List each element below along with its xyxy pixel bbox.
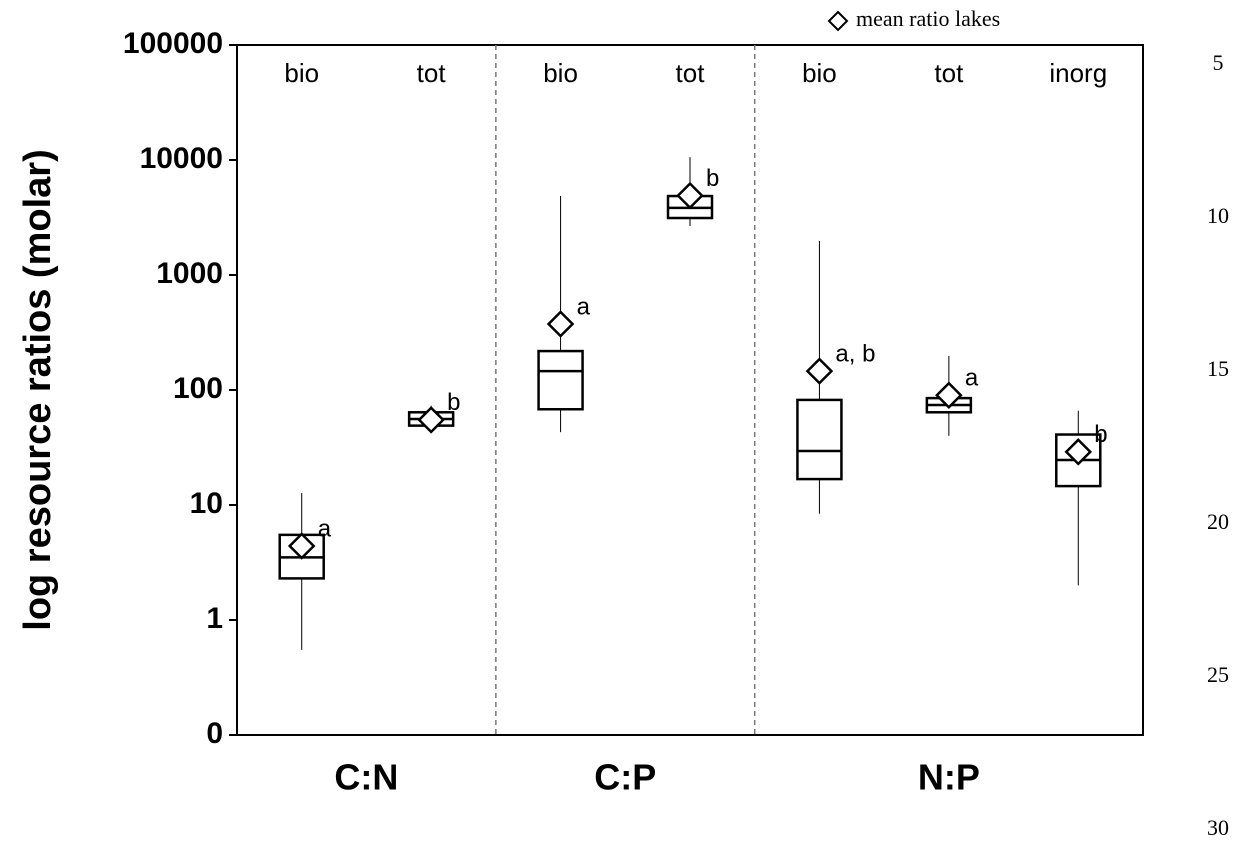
category-label: bio (543, 58, 578, 88)
box (796, 398, 843, 481)
y-tick-label: 100 (173, 372, 223, 405)
significance-letter: a (965, 365, 979, 392)
plot-frame (236, 44, 1144, 736)
y-tick-label: 0 (206, 717, 223, 750)
y-tick-label: 1000 (156, 257, 223, 290)
legend-label: mean ratio lakes (856, 6, 1000, 31)
y-axis-title: log resource ratios (molar) (17, 149, 59, 630)
significance-letter: a (318, 515, 332, 542)
mean-marker (287, 532, 316, 560)
y-tick-label: 10 (190, 487, 223, 520)
significance-letter: b (706, 165, 719, 192)
line-number: 30 (1207, 815, 1229, 840)
y-tick-label: 10000 (140, 142, 223, 175)
group-label: N:P (918, 757, 980, 798)
category-label: tot (676, 58, 706, 88)
mean-marker (676, 181, 704, 210)
significance-letter: a (577, 293, 591, 320)
line-number: 5 (1213, 50, 1224, 75)
group-label: C:P (594, 757, 656, 798)
significance-letter: b (447, 389, 460, 416)
line-number: 20 (1207, 509, 1229, 534)
category-label: tot (934, 58, 964, 88)
box (537, 349, 584, 411)
line-number: 10 (1207, 203, 1229, 228)
group-label: C:N (334, 757, 398, 798)
y-tick-label: 100000 (123, 27, 223, 60)
category-label: bio (284, 58, 319, 88)
line-number: 25 (1207, 662, 1229, 687)
significance-letter: a, b (835, 340, 875, 367)
significance-letter: b (1094, 421, 1107, 448)
mean-marker (417, 406, 445, 434)
line-number: 15 (1207, 356, 1229, 381)
mean-marker (935, 381, 963, 410)
category-label: tot (417, 58, 447, 88)
category-label: inorg (1049, 58, 1107, 88)
mean-marker (1064, 438, 1093, 466)
y-tick-label: 1 (206, 602, 223, 635)
mean-marker (546, 310, 575, 338)
category-label: bio (802, 58, 837, 88)
legend-marker (827, 10, 849, 32)
mean-marker (805, 357, 834, 385)
